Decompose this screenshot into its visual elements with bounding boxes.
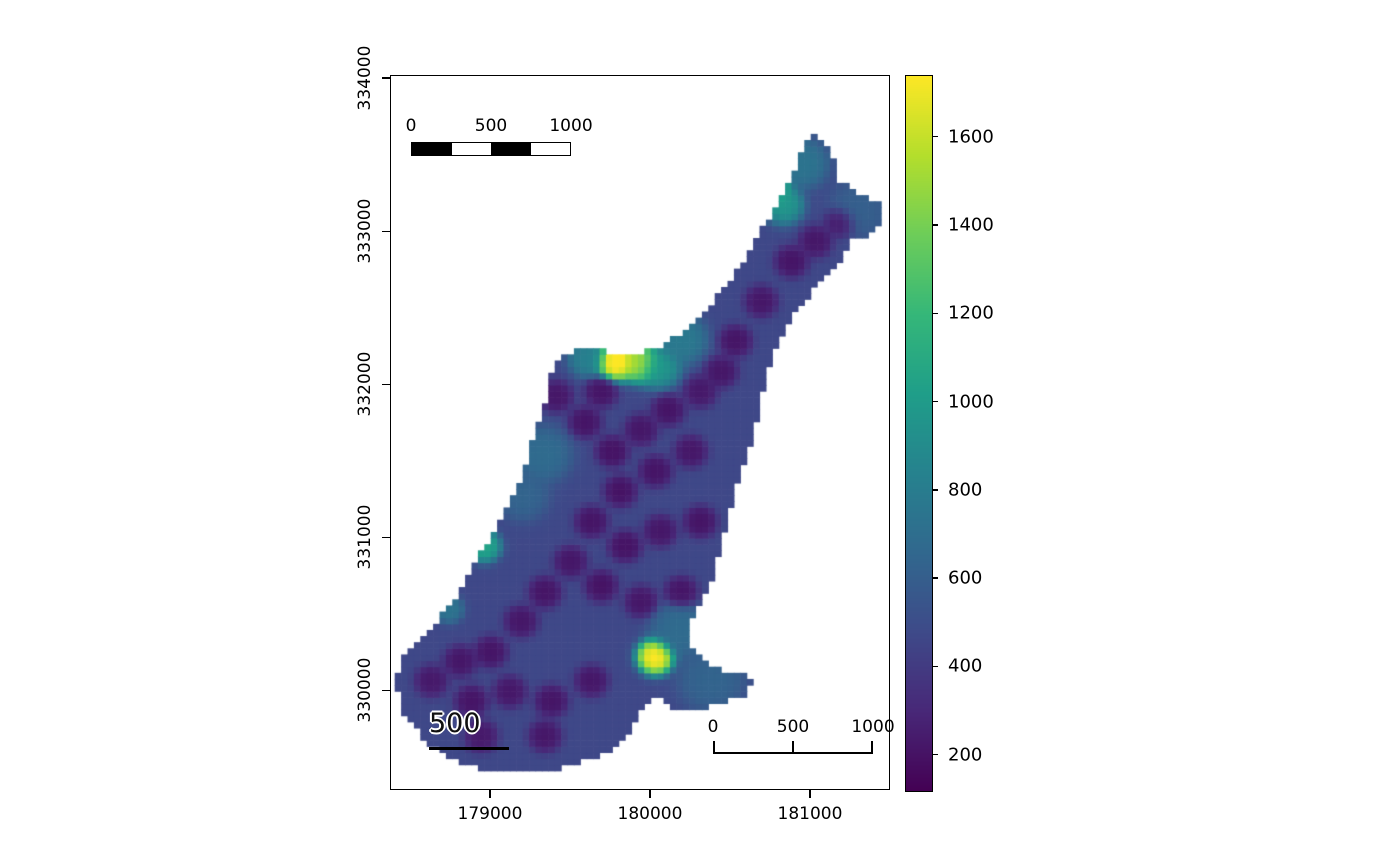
- y-tick-mark: [382, 383, 390, 385]
- colorbar: [905, 75, 933, 792]
- x-tick-mark: [649, 790, 651, 798]
- scalebar-ruler-tick: [713, 741, 715, 754]
- y-tick-label: 331000: [355, 504, 375, 570]
- x-tick-label: 180000: [617, 804, 683, 824]
- colorbar-tick-mark: [932, 224, 938, 226]
- scalebar-right-label-0: 0: [707, 717, 719, 737]
- y-tick-label: 333000: [355, 198, 375, 264]
- colorbar-tick-mark: [932, 665, 938, 668]
- scalebar-segment: [490, 143, 531, 155]
- colorbar-tick-label: 1400: [948, 214, 994, 236]
- colorbar-tick-mark: [932, 577, 938, 579]
- raster-heatmap: [391, 76, 891, 791]
- colorbar-tick-mark: [932, 400, 938, 403]
- y-tick-mark: [382, 689, 390, 692]
- map-plot: 0 500 1000 0 500 1000: [390, 75, 895, 791]
- scalebar-top: 0 500 1000: [406, 116, 593, 156]
- scalebar-top-label-0: 0: [405, 116, 417, 136]
- colorbar-tick-label: 400: [948, 655, 983, 677]
- scalebar-segment: [450, 143, 491, 155]
- y-tick-mark: [382, 536, 390, 539]
- x-tick-label: 181000: [777, 804, 843, 824]
- x-tick-mark: [489, 790, 491, 798]
- colorbar-tick-mark: [932, 136, 938, 138]
- y-tick-label: 330000: [355, 658, 375, 723]
- scalebar-bottom-left: 500: [429, 708, 509, 750]
- scalebar-right-label-1000: 1000: [851, 717, 895, 737]
- x-tick-label: 179000: [457, 804, 523, 824]
- colorbar-tick-label: 1600: [948, 126, 994, 148]
- colorbar-tick-label: 1000: [948, 391, 994, 413]
- scalebar-ruler-tick: [792, 741, 794, 754]
- y-tick-mark: [382, 77, 390, 79]
- scalebar-segment: [412, 143, 451, 155]
- colorbar-tick-label: 800: [948, 479, 983, 501]
- colorbar-tick-label: 1200: [948, 302, 994, 324]
- colorbar-tick-mark: [932, 754, 938, 756]
- scalebar-left-line: [429, 747, 509, 750]
- colorbar-tick-label: 200: [948, 744, 983, 766]
- scalebar-top-label-1000: 1000: [549, 116, 593, 136]
- colorbar-tick-mark: [932, 312, 938, 314]
- scalebar-left-label: 500: [429, 708, 481, 739]
- scalebar-ruler: [713, 741, 875, 754]
- y-tick-label: 334000: [355, 45, 375, 111]
- scalebar-bottom-right: 0 500 1000: [708, 717, 895, 754]
- y-tick-label: 332000: [355, 351, 375, 417]
- scalebar-right-label-500: 500: [776, 717, 810, 737]
- scalebar-top-label-500: 500: [474, 116, 508, 136]
- scalebar-top-labels: 0 500 1000: [406, 116, 593, 139]
- scalebar-top-bar: [411, 142, 571, 156]
- scalebar-bottom-right-labels: 0 500 1000: [708, 717, 895, 741]
- colorbar-tick-label: 600: [948, 567, 983, 589]
- scalebar-ruler-tick: [871, 741, 873, 754]
- x-tick-mark: [809, 790, 811, 798]
- scalebar-segment: [530, 143, 570, 155]
- y-tick-mark: [382, 230, 390, 232]
- colorbar-tick-mark: [932, 489, 938, 491]
